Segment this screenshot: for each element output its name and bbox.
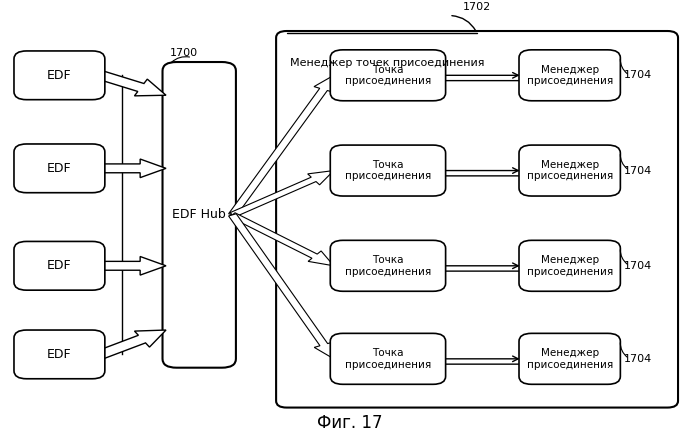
Polygon shape	[99, 71, 166, 96]
FancyBboxPatch shape	[331, 50, 446, 101]
FancyBboxPatch shape	[331, 334, 446, 384]
Polygon shape	[229, 75, 334, 216]
Text: Точка
присоединения: Точка присоединения	[345, 348, 431, 369]
Text: EDF: EDF	[47, 259, 72, 272]
Polygon shape	[229, 214, 334, 359]
Text: 1702: 1702	[463, 2, 491, 12]
FancyBboxPatch shape	[519, 50, 621, 101]
Text: 1704: 1704	[624, 354, 652, 364]
Polygon shape	[98, 330, 166, 358]
Text: EDF: EDF	[47, 348, 72, 361]
FancyBboxPatch shape	[14, 330, 105, 379]
Text: EDF Hub: EDF Hub	[173, 208, 226, 222]
Polygon shape	[101, 159, 166, 178]
Polygon shape	[230, 213, 334, 266]
FancyBboxPatch shape	[519, 334, 621, 384]
FancyBboxPatch shape	[331, 240, 446, 291]
FancyBboxPatch shape	[519, 145, 621, 196]
Text: Фиг. 17: Фиг. 17	[317, 414, 382, 432]
Text: 1704: 1704	[624, 166, 652, 175]
FancyBboxPatch shape	[14, 144, 105, 193]
Text: EDF: EDF	[47, 162, 72, 175]
Text: 1700: 1700	[169, 47, 198, 58]
Text: Менеджер
присоединения: Менеджер присоединения	[526, 348, 613, 369]
Text: Точка
присоединения: Точка присоединения	[345, 160, 431, 181]
FancyBboxPatch shape	[14, 241, 105, 290]
FancyBboxPatch shape	[331, 145, 446, 196]
Text: Менеджер
присоединения: Менеджер присоединения	[526, 160, 613, 181]
FancyBboxPatch shape	[14, 51, 105, 100]
Text: 1704: 1704	[624, 261, 652, 271]
Polygon shape	[230, 171, 334, 217]
Text: Менеджер
присоединения: Менеджер присоединения	[526, 65, 613, 86]
Text: 1704: 1704	[624, 70, 652, 80]
FancyBboxPatch shape	[162, 62, 236, 368]
Text: Точка
присоединения: Точка присоединения	[345, 255, 431, 276]
Text: Точка
присоединения: Точка присоединения	[345, 65, 431, 86]
Text: Менеджер точек присоединения: Менеджер точек присоединения	[290, 58, 484, 68]
Polygon shape	[101, 256, 166, 275]
Text: EDF: EDF	[47, 69, 72, 82]
Text: Менеджер
присоединения: Менеджер присоединения	[526, 255, 613, 276]
FancyBboxPatch shape	[519, 240, 621, 291]
